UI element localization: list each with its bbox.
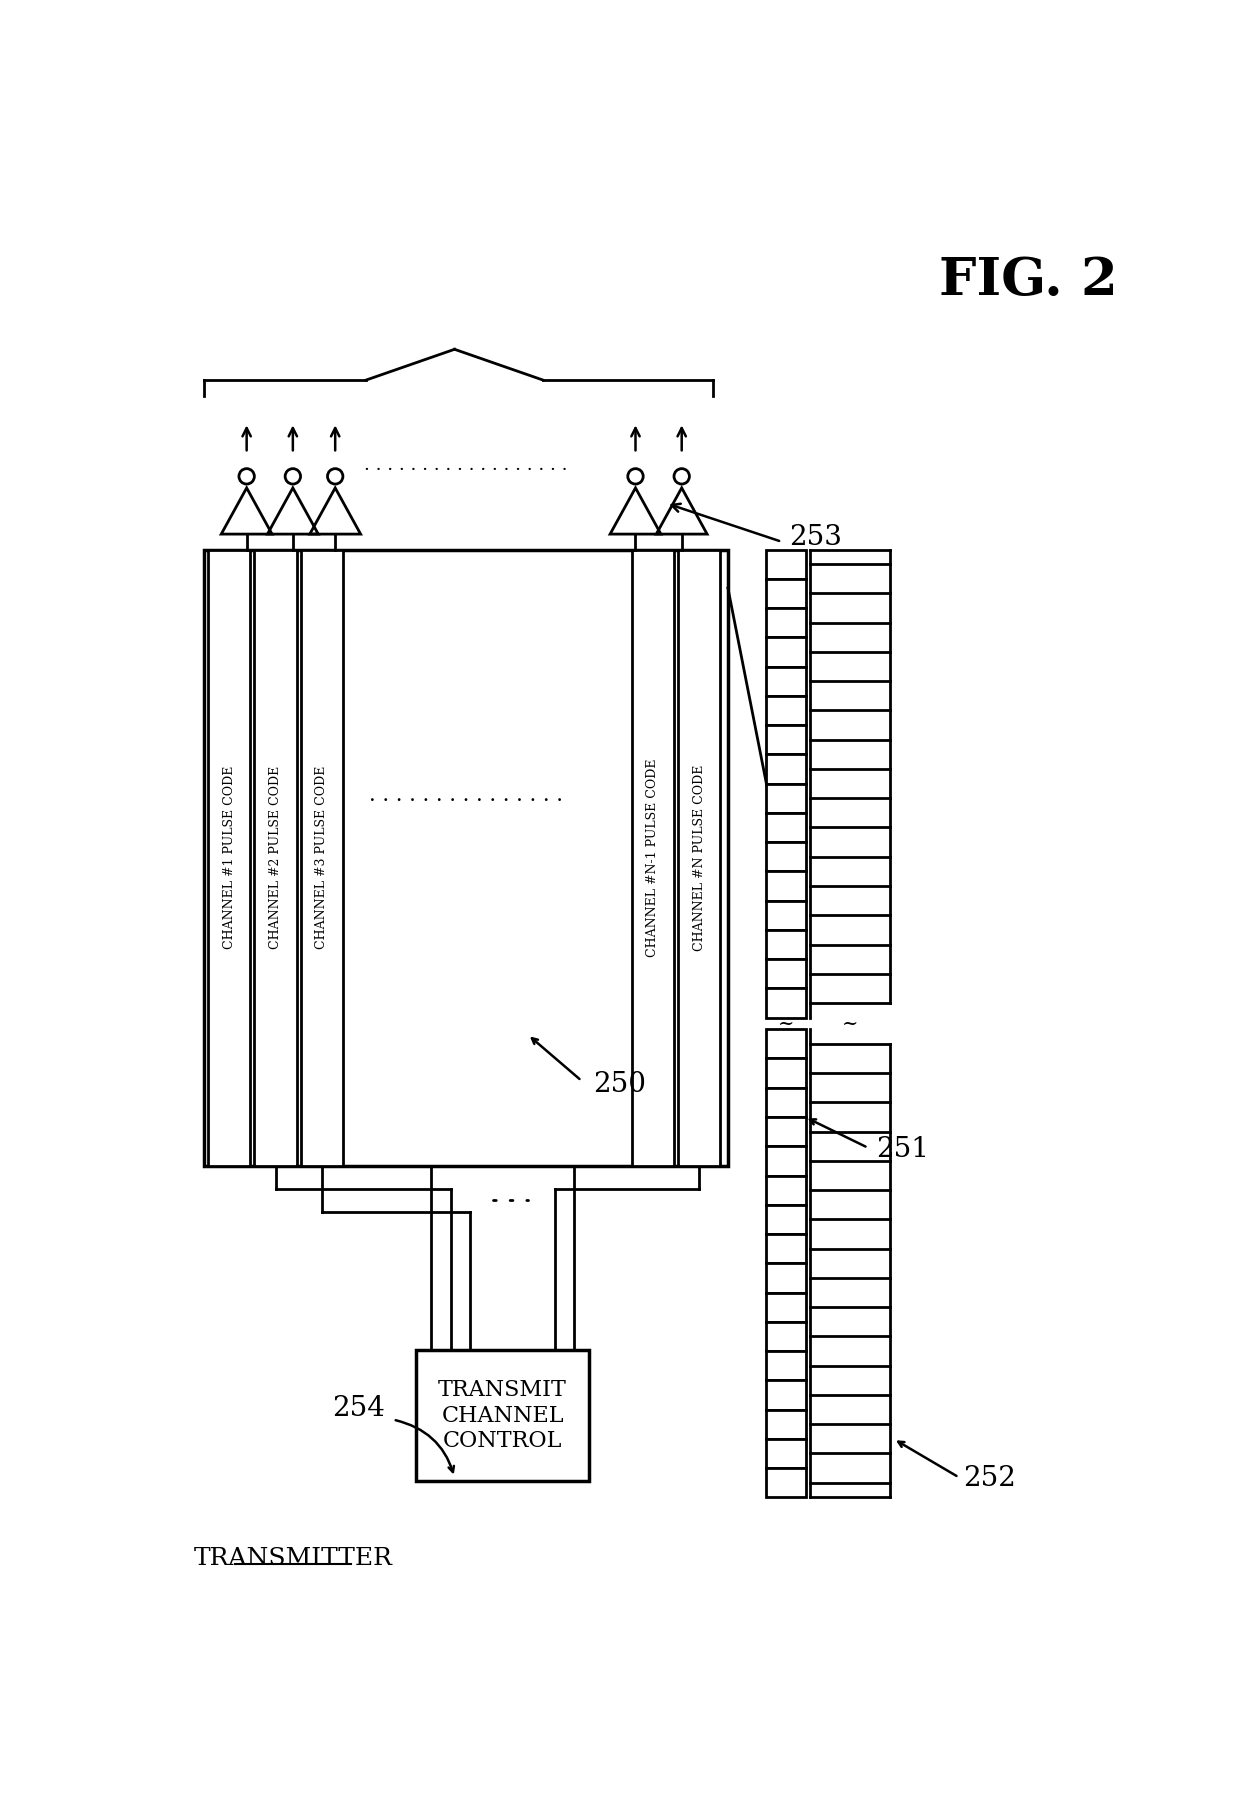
Text: TRANSMIT
CHANNEL
CONTROL: TRANSMIT CHANNEL CONTROL xyxy=(438,1380,567,1452)
Bar xyxy=(766,988,806,1017)
Bar xyxy=(766,695,806,724)
Bar xyxy=(766,784,806,814)
Bar xyxy=(417,1350,589,1481)
Bar xyxy=(254,550,296,1165)
Text: 250: 250 xyxy=(593,1072,646,1097)
Text: . . . . . . . . . . . . . . .: . . . . . . . . . . . . . . . xyxy=(370,786,563,806)
Text: 0: 0 xyxy=(780,761,792,777)
Text: CHANNEL #2 PULSE CODE: CHANNEL #2 PULSE CODE xyxy=(269,766,281,948)
Text: 1: 1 xyxy=(780,877,792,895)
Bar xyxy=(766,637,806,666)
Bar xyxy=(766,1380,806,1409)
Text: CHANNEL #N PULSE CODE: CHANNEL #N PULSE CODE xyxy=(692,764,706,950)
Text: 1: 1 xyxy=(780,1036,792,1052)
Text: FIG. 2: FIG. 2 xyxy=(939,255,1117,306)
Text: 1: 1 xyxy=(780,848,792,866)
Text: 0: 0 xyxy=(780,1269,792,1287)
Bar xyxy=(766,724,806,753)
Text: 1: 1 xyxy=(780,1387,792,1403)
Bar xyxy=(766,1030,806,1059)
Text: 251: 251 xyxy=(875,1136,929,1163)
Text: 0: 0 xyxy=(780,1445,792,1463)
Text: 0: 0 xyxy=(780,1123,792,1141)
Bar xyxy=(766,1350,806,1380)
Text: 0: 0 xyxy=(780,790,792,808)
Bar xyxy=(766,753,806,784)
Text: 0: 0 xyxy=(780,1094,792,1112)
Text: 1: 1 xyxy=(780,1298,792,1316)
Bar xyxy=(766,901,806,930)
Text: 1: 1 xyxy=(780,1210,792,1228)
Bar xyxy=(205,550,728,1165)
Bar xyxy=(300,550,343,1165)
Bar xyxy=(766,843,806,872)
Bar xyxy=(766,814,806,843)
Bar xyxy=(766,579,806,608)
Text: 1: 1 xyxy=(780,1239,792,1258)
Text: . . . . . . . . . . . . . . . . . .: . . . . . . . . . . . . . . . . . . xyxy=(365,455,568,473)
Text: 1: 1 xyxy=(780,1356,792,1374)
Bar xyxy=(631,550,675,1165)
Text: 0: 0 xyxy=(780,819,792,837)
Bar xyxy=(766,1234,806,1263)
Text: 1: 1 xyxy=(780,1065,792,1083)
Text: 1: 1 xyxy=(780,584,792,602)
Bar xyxy=(766,930,806,959)
Bar xyxy=(766,1176,806,1205)
Bar xyxy=(766,1059,806,1088)
Bar xyxy=(766,550,806,579)
Bar xyxy=(766,1440,806,1469)
Text: ~: ~ xyxy=(779,1014,795,1032)
Text: 1: 1 xyxy=(780,701,792,719)
Bar xyxy=(208,550,250,1165)
Bar xyxy=(766,1409,806,1440)
Bar xyxy=(766,872,806,901)
Text: CHANNEL #1 PULSE CODE: CHANNEL #1 PULSE CODE xyxy=(223,766,236,950)
Bar xyxy=(766,1263,806,1292)
Bar xyxy=(766,608,806,637)
Text: CHANNEL #N-1 PULSE CODE: CHANNEL #N-1 PULSE CODE xyxy=(646,759,660,957)
Bar xyxy=(766,1292,806,1321)
Text: ~: ~ xyxy=(842,1014,858,1032)
Text: 0: 0 xyxy=(780,1474,792,1492)
Text: 1: 1 xyxy=(780,613,792,632)
Text: 1: 1 xyxy=(780,994,792,1012)
Text: 0: 0 xyxy=(780,906,792,925)
Bar xyxy=(766,1469,806,1498)
Text: 0: 0 xyxy=(780,1181,792,1199)
Text: 0: 0 xyxy=(780,1416,792,1432)
Text: 1: 1 xyxy=(780,965,792,983)
Bar xyxy=(678,550,720,1165)
Text: 254: 254 xyxy=(332,1394,386,1421)
Text: 0: 0 xyxy=(780,1152,792,1170)
Text: 1: 1 xyxy=(780,935,792,954)
Bar xyxy=(766,666,806,695)
Bar xyxy=(766,1147,806,1176)
Text: 252: 252 xyxy=(962,1465,1016,1492)
Text: TRANSMITTER: TRANSMITTER xyxy=(193,1547,392,1569)
Bar xyxy=(766,1117,806,1147)
Bar xyxy=(766,1088,806,1117)
Text: 1: 1 xyxy=(780,1327,792,1345)
Text: CHANNEL #3 PULSE CODE: CHANNEL #3 PULSE CODE xyxy=(315,766,329,950)
Text: 1: 1 xyxy=(780,642,792,661)
Bar xyxy=(766,1321,806,1350)
Bar xyxy=(766,1205,806,1234)
Bar xyxy=(766,959,806,988)
Text: 253: 253 xyxy=(790,524,842,551)
Text: 0: 0 xyxy=(780,672,792,690)
Text: 0: 0 xyxy=(780,730,792,748)
Text: 1: 1 xyxy=(780,555,792,573)
